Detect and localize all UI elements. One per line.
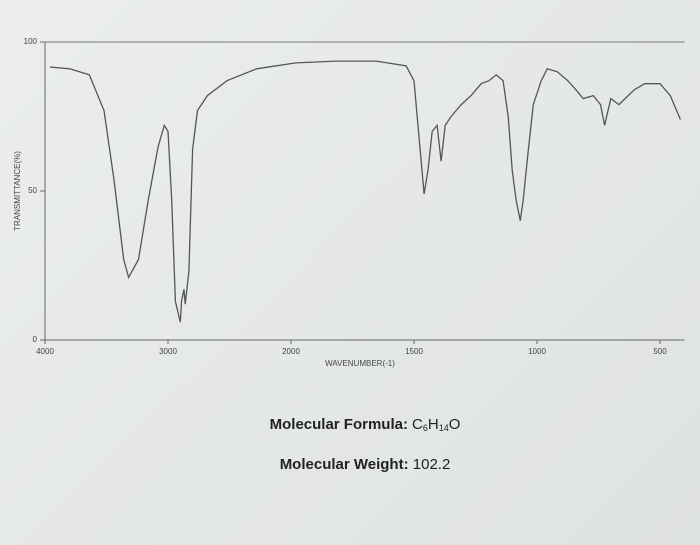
- weight-value: 102.2: [413, 456, 451, 473]
- x-tick-label: 500: [653, 347, 667, 356]
- x-tick-label: 1000: [528, 347, 546, 356]
- y-tick-label: 50: [28, 186, 37, 195]
- x-axis-label: WAVENUMBER(-1): [325, 359, 395, 368]
- formula-label: Molecular Formula:: [270, 416, 408, 433]
- molecular-weight: Molecular Weight: 102.2: [280, 456, 451, 473]
- formula-element: C: [412, 416, 423, 433]
- y-tick-label: 0: [33, 335, 38, 344]
- formula-element: H: [428, 416, 439, 433]
- formula-element: O: [449, 416, 461, 433]
- x-tick-label: 3000: [159, 347, 177, 356]
- y-tick-label: 100: [24, 37, 38, 46]
- spectrum-line: [49, 60, 681, 323]
- x-tick-label: 2000: [282, 347, 300, 356]
- molecular-formula: Molecular Formula: C6H14O: [270, 416, 461, 433]
- x-tick-label: 1500: [405, 347, 423, 356]
- formula-subscript: 6: [423, 423, 428, 433]
- weight-label: Molecular Weight:: [280, 456, 409, 473]
- y-axis-label: TRANSMITTANCE(%): [13, 151, 22, 231]
- formula-subscript: 14: [439, 423, 449, 433]
- x-tick-label: 4000: [36, 347, 54, 356]
